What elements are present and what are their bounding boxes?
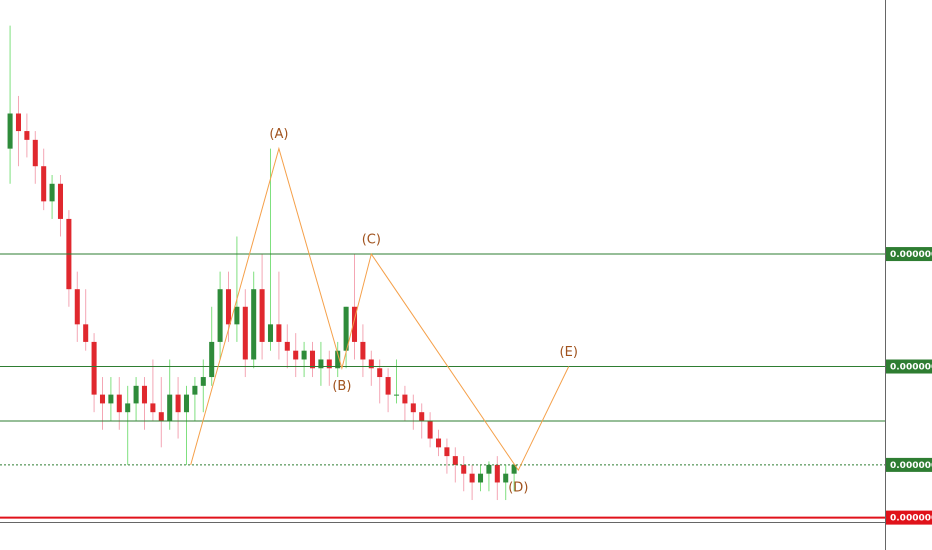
candle-body	[503, 473, 509, 483]
candle-body	[343, 306, 349, 351]
candle-body	[167, 394, 173, 421]
candle-body	[427, 420, 433, 439]
candle-body	[175, 394, 181, 413]
price-label-box	[886, 359, 932, 374]
pattern-label: (E)	[560, 345, 578, 360]
candle-body	[385, 377, 391, 395]
plot: (A) (B) (C) (D) (E)	[0, 25, 885, 519]
candle-body	[91, 341, 97, 395]
candle-body	[410, 403, 416, 413]
price-label: 0.00000024	[890, 461, 932, 471]
candle-body	[200, 377, 206, 386]
candle-body	[234, 306, 240, 325]
price-label-box	[886, 457, 932, 472]
candle-body	[309, 350, 316, 369]
candle-body	[276, 324, 282, 342]
candle-body	[209, 341, 215, 378]
candle-body	[57, 183, 64, 219]
candle-body	[267, 324, 274, 342]
candle-body	[469, 473, 475, 483]
candle-body	[32, 139, 38, 167]
candle-body	[335, 350, 341, 369]
candle-body	[301, 350, 307, 360]
candle-body	[7, 113, 13, 149]
candle-body	[402, 394, 408, 404]
price-label-box	[886, 510, 932, 525]
candle-body	[419, 412, 425, 421]
candle-body	[242, 306, 248, 360]
candle-body	[183, 394, 190, 413]
candle-body	[133, 385, 139, 404]
candle-body	[444, 447, 450, 457]
candle-body	[318, 359, 324, 369]
candle-body	[461, 464, 467, 474]
candle-body	[49, 183, 55, 202]
candle-body	[150, 403, 156, 413]
price-label: 0.00000021	[890, 514, 932, 524]
candle-body	[225, 289, 232, 325]
pattern-label: (A)	[269, 127, 288, 142]
axes: 0.00000036 0.00000030 0.00000024 0.00000021	[886, 247, 932, 525]
price-label: 0.00000036	[890, 250, 932, 260]
candle-body	[284, 341, 290, 351]
candle-body	[293, 350, 299, 360]
candle-body	[494, 464, 500, 483]
candle-body	[368, 359, 374, 369]
candle-body	[141, 385, 148, 404]
candle-body	[377, 368, 383, 378]
candle-body	[108, 394, 114, 404]
price-label: 0.00000030	[890, 363, 932, 373]
candle-body	[74, 289, 80, 325]
candle-body	[192, 385, 198, 395]
candle-body	[393, 394, 400, 396]
candle-body	[251, 289, 257, 360]
candle-body	[486, 464, 492, 474]
candle-body	[360, 341, 366, 360]
candle-body	[125, 403, 131, 413]
candle-body	[83, 324, 89, 342]
pattern-label: (B)	[332, 379, 351, 394]
candle-body	[158, 412, 164, 421]
candle-body	[24, 131, 30, 140]
candle-body	[41, 166, 47, 202]
candle-body	[259, 289, 265, 342]
pattern-label: (C)	[362, 233, 381, 248]
candle-body	[326, 359, 332, 369]
candle-body	[116, 394, 122, 413]
price-label-box	[886, 247, 932, 262]
candle-body	[15, 113, 22, 132]
candle-body	[452, 456, 458, 465]
pattern-line	[190, 146, 570, 472]
candle-body	[99, 394, 106, 404]
candle-body	[351, 306, 358, 342]
candle-body	[511, 464, 517, 474]
candle-body	[477, 473, 484, 483]
candle-body	[217, 289, 223, 342]
pattern-label: (D)	[508, 481, 528, 496]
candle-body	[435, 438, 442, 448]
